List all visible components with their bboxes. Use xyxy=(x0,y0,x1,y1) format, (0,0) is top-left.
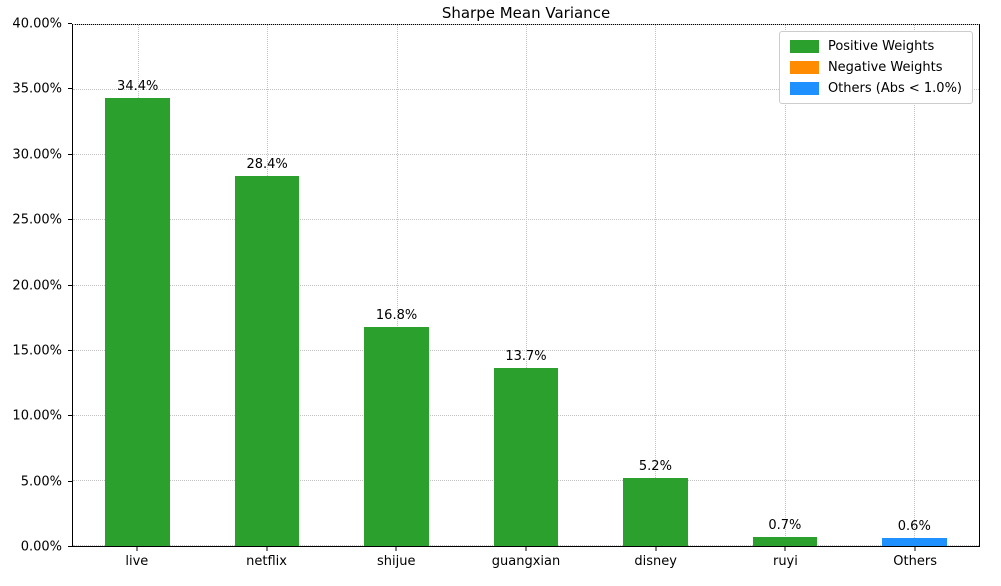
y-tick-label: 15.00% xyxy=(12,343,62,359)
gridline-vertical xyxy=(526,25,527,546)
legend-entry-label: Negative Weights xyxy=(827,60,943,75)
gridline-vertical xyxy=(655,25,657,546)
x-axis: live netflix shijue guangxian disney ruyi Othe… xyxy=(72,547,980,581)
bar-netflix xyxy=(234,176,300,546)
x-tick-label-ruyi: ruyi xyxy=(772,554,798,569)
bars-layer: 34.4% 28.4% 16.8% 13.7% 5.2% 0.7% 0.6% xyxy=(73,25,979,546)
chart-title: Sharpe Mean Variance xyxy=(441,4,611,22)
legend-entry: Negative Weights xyxy=(789,60,962,75)
x-tick-label-disney: disney xyxy=(634,554,677,569)
legend-entry: Positive Weights xyxy=(789,39,962,54)
gridline-vertical xyxy=(784,25,786,546)
x-tick-mark xyxy=(395,547,397,551)
y-tick-label: 0.00% xyxy=(20,539,62,555)
bar-guangxian xyxy=(493,367,559,546)
bar-shijue xyxy=(364,327,429,546)
y-tick-mark xyxy=(68,219,72,221)
x-tick-mark xyxy=(266,547,268,551)
y-tick-mark xyxy=(68,349,72,351)
y-tick-mark xyxy=(68,88,72,90)
bar-value-label: 0.7% xyxy=(768,517,802,533)
x-tick-mark xyxy=(655,547,657,551)
y-tick-mark xyxy=(68,480,72,482)
y-tick-mark xyxy=(68,153,72,155)
y-axis: 0.00% 5.00% 10.00% 15.00% 20.00% 25.00% 30.00%… xyxy=(0,18,72,554)
bar-value-label: 13.7% xyxy=(505,348,547,364)
bar-value-label: 0.6% xyxy=(897,519,931,535)
gridline-vertical xyxy=(396,25,398,546)
x-tick-mark xyxy=(784,547,786,551)
legend: Positive Weights Negative Weights Others (… xyxy=(778,31,973,104)
gridline-horizontal xyxy=(73,24,979,25)
gridline-vertical xyxy=(914,25,916,546)
x-tick-mark xyxy=(525,547,527,551)
x-tick-mark xyxy=(914,547,916,551)
x-tick-label-live: live xyxy=(125,554,149,569)
bar-disney xyxy=(623,478,688,546)
x-tick-label-Others: Others xyxy=(893,554,937,569)
bar-ruyi xyxy=(752,536,818,546)
x-tick-mark xyxy=(136,547,138,551)
x-tick-label-guangxian: guangxian xyxy=(491,554,561,569)
plot-area: 34.4% 28.4% 16.8% 13.7% 5.2% 0.7% 0.6% Positiv… xyxy=(72,24,980,547)
y-tick-mark xyxy=(68,23,72,24)
legend-entry-label: Positive Weights xyxy=(827,39,935,54)
y-tick-label: 20.00% xyxy=(12,278,62,293)
bar-live xyxy=(105,97,171,546)
legend-entry-label: Others (Abs < 1.0%) xyxy=(827,81,962,96)
bar-value-label: 5.2% xyxy=(638,459,672,475)
legend-entry: Others (Abs < 1.0%) xyxy=(789,81,962,96)
bar-value-label: 28.4% xyxy=(246,157,288,173)
legend-swatch xyxy=(789,82,819,95)
legend-swatch xyxy=(789,40,819,53)
legend-swatch xyxy=(789,61,819,74)
y-tick-label: 5.00% xyxy=(20,474,62,490)
y-tick-mark xyxy=(68,415,72,417)
y-tick-label: 25.00% xyxy=(12,212,62,228)
y-tick-label: 30.00% xyxy=(12,147,62,163)
bar-value-label: 16.8% xyxy=(375,308,418,324)
y-tick-mark xyxy=(68,284,72,286)
bar-value-label: 34.4% xyxy=(117,78,159,94)
bar-Others xyxy=(881,538,947,546)
x-tick-label-netflix: netflix xyxy=(246,554,287,569)
y-tick-label: 40.00% xyxy=(12,16,62,32)
y-tick-label: 35.00% xyxy=(12,81,62,97)
x-tick-label-shijue: shijue xyxy=(377,554,416,569)
y-tick-label: 10.00% xyxy=(12,408,62,424)
y-tick-mark xyxy=(68,546,72,547)
